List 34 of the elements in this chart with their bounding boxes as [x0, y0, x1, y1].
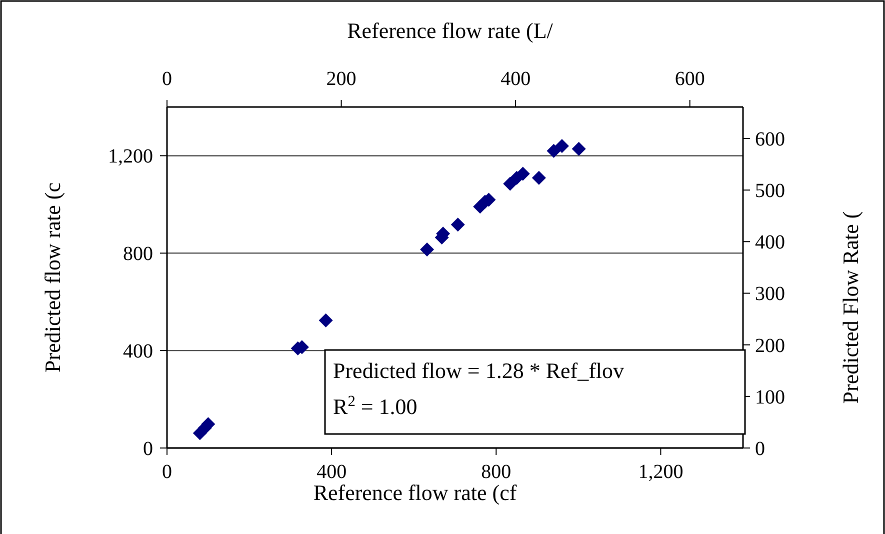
y-tick-label: 400	[123, 340, 153, 363]
point	[572, 142, 586, 156]
annotation: R$^{2}$ = 1.00	[333, 392, 418, 419]
y2-tick-label: 100	[755, 386, 785, 408]
point	[450, 218, 465, 232]
point	[420, 242, 434, 256]
x-axis-title: Reference flow rate (cf	[313, 480, 518, 505]
annotation: Predicted flow = 1.28 * Ref_flov	[333, 358, 624, 383]
y2-tick-label: 500	[755, 180, 785, 202]
x2-tick-label: 600	[674, 68, 705, 90]
x-tick-label: 1,200	[638, 461, 684, 483]
x2-axis-title: Reference flow rate (L/	[347, 18, 554, 43]
y2-tick-label: 0	[755, 438, 765, 460]
point	[318, 313, 333, 328]
y2-tick-label: 200	[755, 334, 785, 357]
x-tick-label: 400	[316, 461, 347, 483]
x-tick-label: 0	[162, 461, 172, 483]
y2-tick-label: 400	[755, 232, 785, 254]
point	[516, 166, 530, 181]
x-tick-label: 800	[481, 461, 512, 483]
y-axis-title: Predicted flow rate (c	[40, 182, 65, 372]
y2-tick-label: 600	[755, 128, 785, 150]
x2-tick-label: 200	[326, 68, 356, 90]
y-tick-label: 0	[143, 438, 153, 460]
x2-tick-label: 0	[162, 68, 172, 90]
point	[554, 138, 569, 153]
x2-tick-label: 400	[500, 68, 531, 90]
point	[546, 144, 561, 158]
point	[532, 170, 546, 185]
y-tick-label: 1,200	[108, 146, 153, 168]
y-tick-label: 800	[123, 243, 153, 266]
y2-tick-label: 300	[755, 283, 785, 306]
point	[503, 176, 518, 191]
y2-axis-title: Predicted Flow Rate (	[838, 211, 863, 404]
